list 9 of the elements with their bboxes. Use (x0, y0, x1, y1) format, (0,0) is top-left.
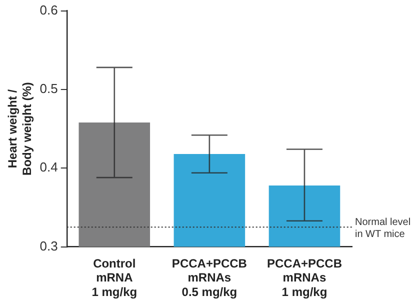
y-axis-title: Heart weight / Body weight (%) (6, 82, 34, 176)
y-tick-label: 0.6 (40, 2, 58, 18)
x-tick-label: PCCA+PCCB mRNAs 1 mg/kg (266, 256, 342, 300)
x-tick-label: PCCA+PCCB mRNAs 0.5 mg/kg (172, 256, 248, 300)
y-tick-label: 0.4 (40, 160, 58, 175)
y-tick-label: 0.5 (40, 81, 58, 96)
y-tick-label: 0.3 (40, 238, 58, 254)
x-tick-label: Control mRNA 1 mg/kg (92, 256, 138, 300)
ref-line-label: Normal level in WT mice (355, 216, 411, 240)
